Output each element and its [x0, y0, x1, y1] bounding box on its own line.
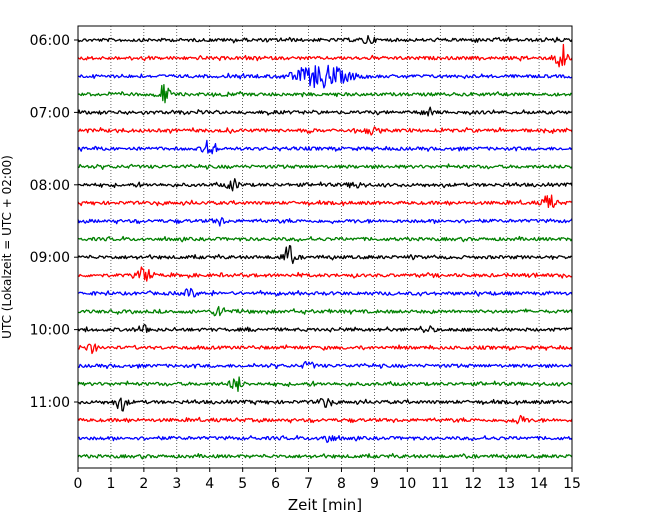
trace-line: [77, 397, 573, 412]
x-tick-label: 11: [431, 476, 449, 492]
x-tick-label: 3: [172, 476, 181, 492]
trace-line: [77, 235, 573, 243]
trace-line: [77, 163, 573, 170]
x-tick-label: 4: [205, 476, 214, 492]
x-tick-label: 14: [530, 476, 548, 492]
x-tick-label: 12: [464, 476, 482, 492]
x-tick-label: 5: [238, 476, 247, 492]
x-tick-label: 9: [370, 476, 379, 492]
trace-line: [77, 139, 573, 155]
trace-line: [77, 323, 573, 334]
x-axis-label: Zeit [min]: [288, 496, 362, 514]
trace-rows: [77, 34, 573, 460]
trace-line: [77, 266, 573, 282]
y-axis-ticks: 06:00 07:00 08:00 09:00 10:00 11:00: [30, 33, 78, 411]
x-tick-label: 0: [74, 476, 83, 492]
y-tick-label: 11:00: [30, 395, 70, 411]
y-axis-label: UTC (Lokalzeit = UTC + 02:00): [0, 155, 14, 339]
trace-line: [77, 64, 573, 89]
trace-line: [77, 194, 573, 209]
y-tick-label: 06:00: [30, 33, 70, 49]
trace-line: [77, 34, 573, 45]
trace-line: [77, 178, 573, 192]
x-tick-label: 15: [563, 476, 581, 492]
trace-line: [77, 414, 573, 425]
y-tick-label: 10:00: [30, 323, 70, 339]
trace-line: [77, 217, 573, 227]
x-tick-label: 2: [139, 476, 148, 492]
trace-line: [77, 305, 573, 317]
trace-line: [77, 376, 573, 393]
plot-frame: [77, 25, 573, 469]
x-tick-label: 1: [106, 476, 115, 492]
trace-line: [78, 343, 573, 355]
y-tick-label: 09:00: [30, 250, 70, 266]
x-tick-label: 6: [271, 476, 280, 492]
trace-line: [77, 106, 573, 117]
trace-line: [77, 434, 573, 444]
x-axis-ticks: 0 1 2 3 4 5 6 7 8 9 10 11 12 13 14 15: [74, 468, 581, 492]
x-tick-label: 7: [304, 476, 313, 492]
trace-line: [77, 126, 573, 136]
trace-line: [77, 43, 573, 68]
trace-line: [77, 244, 573, 265]
x-tick-label: 8: [337, 476, 346, 492]
x-tick-label: 13: [497, 476, 515, 492]
y-tick-label: 08:00: [30, 178, 70, 194]
x-tick-label: 10: [398, 476, 416, 492]
trace-line: [77, 287, 573, 298]
trace-line: [77, 360, 573, 370]
trace-line: [77, 83, 573, 104]
y-tick-label: 07:00: [30, 105, 70, 121]
trace-line: [77, 452, 573, 460]
